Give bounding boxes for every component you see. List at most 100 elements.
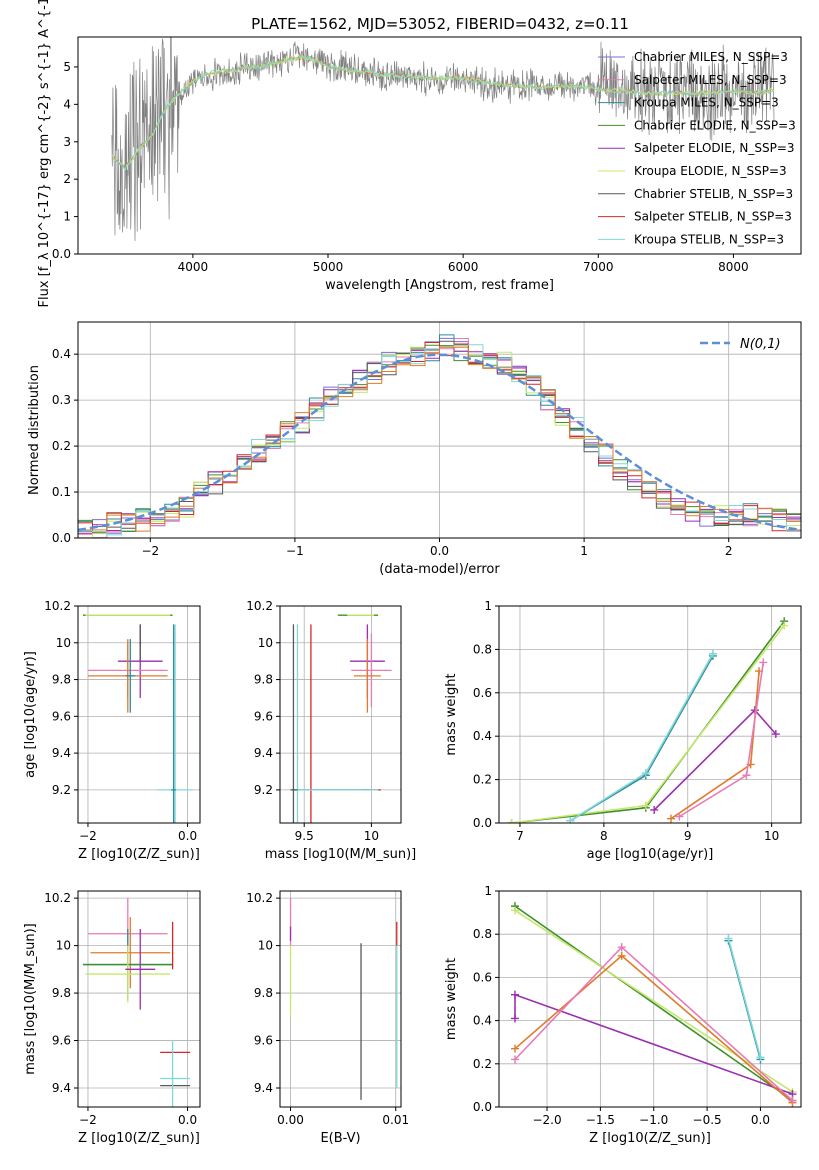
plot-area-z_vs_age: [82, 614, 193, 823]
y-tick-label: 0.0: [52, 247, 71, 261]
spectrum-legend: Chabrier MILES, N_SSP=3 Salpeter MILES, N…: [598, 50, 796, 246]
histogram-orange: [78, 346, 801, 532]
y-tick-label: 5: [63, 60, 71, 74]
legend-label-salpeter_elodie: Salpeter ELODIE, N_SSP=3: [634, 141, 795, 155]
x-tick-label: 6000: [448, 260, 479, 274]
axes-spectrum: 4000 5000 6000 7000 8000 0.0 1 2 3 4 5 wavelength […: [37, 0, 802, 307]
axes-age_vs_weight: 7 8 9 10 0.0 0.2 0.4 0.6 0.8 1 age [log10(age/yr)]…: [444, 599, 802, 862]
y-tick-label: 0.8: [473, 927, 492, 941]
axes-frame: [77, 36, 802, 255]
x-tick-label: 10: [364, 829, 379, 843]
y-tick-label: 10: [258, 939, 273, 953]
series-marker: [650, 805, 659, 814]
y-axis-label: mass [log10(M/M_sun)]: [23, 923, 38, 1075]
y-axis-label: mass weight: [444, 958, 459, 1040]
legend-gaussian-label: N(0,1): [740, 337, 781, 352]
y-tick-label: 0.6: [473, 970, 492, 984]
y-tick-label: 9.6: [52, 709, 71, 723]
legend-label-kroupa_elodie: Kroupa ELODIE, N_SSP=3: [634, 164, 787, 178]
plot-area-mass_vs_age: [290, 614, 392, 823]
errorbar-kroupa_miles: [125, 639, 136, 713]
x-axis-label: Z [log10(Z/Z_sun)]: [78, 1131, 200, 1146]
y-tick-label: 9.4: [254, 1081, 273, 1095]
x-axis-label: Z [log10(Z/Z_sun)]: [589, 1131, 711, 1146]
series-marker: [617, 943, 626, 952]
series-orange: [511, 951, 797, 1107]
x-tick-label: 0.0: [178, 1113, 197, 1127]
y-tick-label: 3: [63, 135, 71, 149]
y-tick-label: 10.2: [44, 891, 71, 905]
series-marker: [788, 1096, 797, 1105]
axes-frame: [279, 890, 402, 1108]
y-axis-label: mass weight: [444, 673, 459, 755]
series-marker: [507, 819, 516, 823]
plot-area-z_vs_mass: [82, 898, 191, 1107]
y-tick-label: 0.0: [473, 816, 492, 830]
series-marker: [641, 801, 650, 810]
series-marker: [771, 730, 780, 739]
axes-z_vs_mass: −2 0.0 9.4 9.6 9.8 10 10.2 Z [log10(Z/Z_sun)] ma…: [23, 890, 201, 1146]
x-tick-label: 7: [516, 829, 524, 843]
x-tick-label: −1.5: [586, 1113, 615, 1127]
model-spectrum-kroupa_stelib: [111, 54, 774, 172]
x-tick-label: −2: [79, 829, 97, 843]
x-axis-label: E(B-V): [320, 1131, 360, 1146]
y-tick-label: 9.6: [254, 709, 273, 723]
y-tick-label: 10: [56, 636, 71, 650]
errorbar-kroupa_miles: [171, 624, 177, 823]
y-tick-label: 0.1: [52, 485, 71, 499]
axes-residuals: −2 −1 0.0 1 2 0.0 0.1 0.2 0.3 0.4 (data-model)/err…: [27, 321, 802, 577]
y-tick-label: 9.8: [52, 986, 71, 1000]
x-tick-label: 4000: [178, 260, 209, 274]
legend-label-salpeter_stelib: Salpeter STELIB, N_SSP=3: [634, 210, 792, 224]
series-marker: [511, 906, 520, 915]
y-tick-label: 9.8: [52, 673, 71, 687]
errorbar-salpeter_miles: [351, 633, 392, 708]
x-axis-label: mass [log10(M/M_sun)]: [265, 847, 417, 862]
x-tick-label: 2: [725, 544, 733, 558]
x-tick-label: −2.0: [532, 1113, 561, 1127]
series-salpeter_elodie: [511, 990, 797, 1099]
y-tick-label: 0.4: [473, 729, 492, 743]
series-marker: [641, 769, 650, 778]
y-tick-label: 9.4: [52, 746, 71, 760]
x-tick-label: 1: [580, 544, 588, 558]
series-kroupa_stelib: [566, 649, 717, 823]
series-kroupa_miles: [566, 651, 717, 823]
x-tick-label: 0.0: [178, 829, 197, 843]
x-tick-label: 7000: [583, 260, 614, 274]
plot-area-residuals: [78, 334, 801, 538]
gaussian-curve: [78, 353, 801, 532]
axes-z_vs_age: −2 0.0 9.2 9.4 9.6 9.8 10 10.2 Z [log10(Z/Z_sun)…: [23, 599, 201, 862]
series-marker: [617, 951, 626, 960]
y-tick-label: 4: [63, 97, 71, 111]
axes-frame: [498, 890, 802, 1108]
x-axis-label: Z [log10(Z/Z_sun)]: [78, 847, 200, 862]
y-tick-label: 9.6: [254, 1034, 273, 1048]
x-tick-label: −0.5: [693, 1113, 722, 1127]
y-axis-label: Flux [f_λ 10^{-17} erg cm^{-2} s^{-1} A^…: [37, 0, 52, 307]
series-line: [727, 938, 762, 1058]
errorbar-orange: [353, 639, 381, 713]
x-tick-label: 0.01: [382, 1113, 409, 1127]
legend-label-chabrier_miles: Chabrier MILES, N_SSP=3: [634, 50, 788, 64]
axes-frame: [77, 605, 201, 824]
plot-area-spectrum: [111, 37, 775, 242]
y-tick-label: 10.2: [44, 599, 71, 613]
series-marker: [759, 658, 768, 667]
series-chabrier_elodie: [507, 617, 789, 823]
series-line: [569, 655, 714, 822]
plot-area-metallicity_vs_weight: [511, 902, 797, 1107]
y-tick-label: 0.8: [473, 642, 492, 656]
x-tick-label: 0.00: [277, 1113, 304, 1127]
series-marker: [511, 1055, 520, 1064]
axes-frame: [77, 890, 201, 1108]
series-salpeter_elodie: [650, 706, 780, 814]
y-tick-label: 10: [258, 636, 273, 650]
axes-frame: [498, 605, 802, 824]
legend-label-kroupa_stelib: Kroupa STELIB, N_SSP=3: [634, 232, 784, 246]
series-marker: [511, 1044, 520, 1053]
y-tick-label: 0.4: [52, 347, 71, 361]
